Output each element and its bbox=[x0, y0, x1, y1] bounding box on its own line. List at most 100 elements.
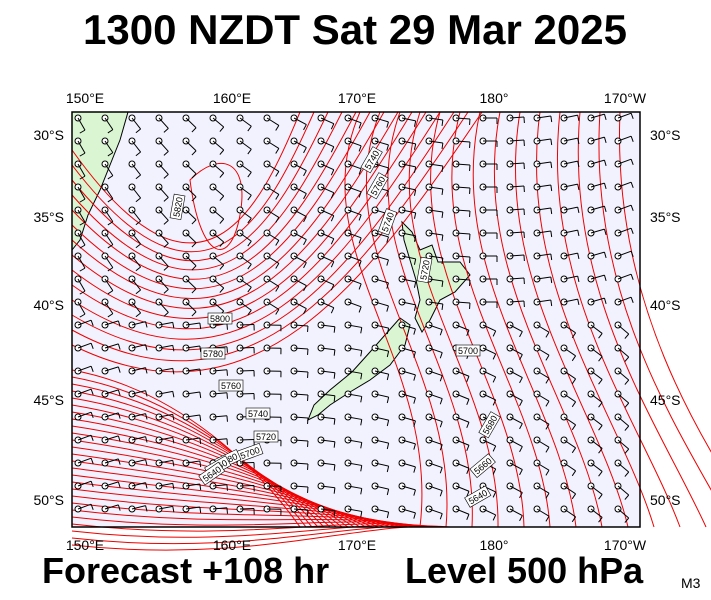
barb-staff bbox=[320, 485, 335, 489]
barb-staff bbox=[185, 437, 200, 441]
barb-feather bbox=[492, 445, 497, 452]
wind-barb bbox=[236, 367, 255, 377]
barb-feather bbox=[386, 351, 390, 358]
barb-staff bbox=[482, 324, 496, 332]
barb-staff bbox=[185, 232, 197, 244]
wind-barb bbox=[398, 160, 417, 173]
wind-barb bbox=[587, 482, 603, 500]
wind-barb bbox=[74, 457, 94, 467]
barb-staff bbox=[185, 414, 200, 418]
barb-staff bbox=[131, 367, 146, 372]
wind-barb bbox=[506, 482, 523, 499]
barb-feather bbox=[386, 282, 389, 289]
contour-line bbox=[71, 369, 301, 528]
wind-barb bbox=[560, 459, 577, 477]
barb-feather bbox=[358, 237, 362, 244]
wind-barb bbox=[101, 412, 121, 421]
barb-staff bbox=[131, 321, 146, 326]
barb-feather bbox=[303, 147, 307, 154]
barb-staff bbox=[266, 209, 280, 218]
barb-feather bbox=[413, 466, 416, 473]
barb-staff bbox=[77, 209, 86, 223]
barb-staff bbox=[401, 255, 416, 260]
barb-staff bbox=[347, 347, 362, 351]
barb-staff bbox=[158, 278, 169, 290]
barb-staff bbox=[77, 434, 92, 441]
wind-barb bbox=[182, 298, 197, 317]
barb-feather bbox=[199, 391, 202, 399]
barb-staff bbox=[563, 508, 576, 518]
barb-feather bbox=[163, 128, 169, 133]
barb-feather bbox=[413, 304, 417, 311]
bottom-axis-label: 170°W bbox=[604, 537, 647, 553]
barb-feather bbox=[117, 366, 121, 373]
barb-feather bbox=[163, 151, 169, 156]
barb-staff bbox=[455, 508, 470, 515]
barb-staff bbox=[428, 163, 443, 167]
barb-feather bbox=[577, 252, 580, 260]
wind-barb bbox=[74, 252, 86, 272]
barb-staff bbox=[293, 140, 307, 149]
wind-barb bbox=[371, 252, 389, 266]
contour-line bbox=[535, 111, 655, 528]
wind-barb bbox=[344, 114, 362, 129]
wind-barb bbox=[452, 298, 471, 309]
barb-staff bbox=[131, 209, 142, 222]
barb-feather bbox=[624, 333, 630, 339]
wind-barb bbox=[236, 229, 252, 247]
barb-feather bbox=[117, 481, 121, 488]
barb-staff bbox=[536, 485, 550, 494]
wind-barb bbox=[344, 390, 363, 403]
wind-barb bbox=[209, 160, 225, 178]
contour-label-box bbox=[218, 379, 244, 392]
barb-feather bbox=[571, 516, 577, 523]
barb-staff bbox=[374, 393, 389, 398]
barb-staff bbox=[185, 460, 200, 464]
barb-feather bbox=[360, 419, 363, 426]
barb-feather bbox=[145, 344, 148, 351]
barb-staff bbox=[293, 462, 309, 465]
barb-staff bbox=[347, 370, 362, 374]
barb-feather bbox=[577, 183, 580, 191]
barb-staff bbox=[185, 278, 197, 290]
barb-feather bbox=[330, 238, 335, 245]
barb-staff bbox=[428, 508, 443, 515]
barb-staff bbox=[131, 390, 146, 395]
barb-feather bbox=[117, 389, 121, 396]
barb-staff bbox=[374, 485, 389, 490]
wind-barb bbox=[155, 321, 175, 329]
barb-feather bbox=[413, 166, 417, 173]
barb-feather bbox=[219, 241, 225, 247]
wind-barb bbox=[182, 344, 202, 353]
wind-barb bbox=[236, 252, 252, 270]
wind-barb bbox=[614, 135, 634, 145]
barb-feather bbox=[330, 284, 335, 291]
barb-feather bbox=[330, 215, 335, 222]
barb-feather bbox=[330, 261, 335, 268]
barb-staff bbox=[536, 253, 551, 257]
wind-barb bbox=[344, 275, 362, 290]
wind-barb bbox=[317, 321, 336, 333]
barb-staff bbox=[104, 458, 119, 464]
barb-feather bbox=[358, 283, 362, 290]
barb-staff bbox=[77, 411, 92, 418]
wind-barb bbox=[587, 413, 603, 431]
barb-staff bbox=[428, 439, 443, 446]
barb-feather bbox=[386, 167, 389, 174]
barb-staff bbox=[455, 462, 470, 469]
wind-barb bbox=[479, 229, 498, 239]
barb-feather bbox=[386, 512, 390, 519]
wind-barb bbox=[398, 114, 417, 127]
barb-staff bbox=[455, 209, 471, 212]
barb-feather bbox=[219, 126, 225, 132]
barb-staff bbox=[536, 207, 551, 211]
barb-feather bbox=[603, 252, 607, 259]
wind-barb bbox=[101, 137, 114, 157]
barb-feather bbox=[135, 197, 141, 203]
barb-feather bbox=[545, 446, 550, 453]
barb-feather bbox=[624, 517, 630, 523]
wind-barb bbox=[263, 390, 282, 401]
barb-staff bbox=[401, 186, 416, 191]
barb-staff bbox=[104, 435, 119, 441]
